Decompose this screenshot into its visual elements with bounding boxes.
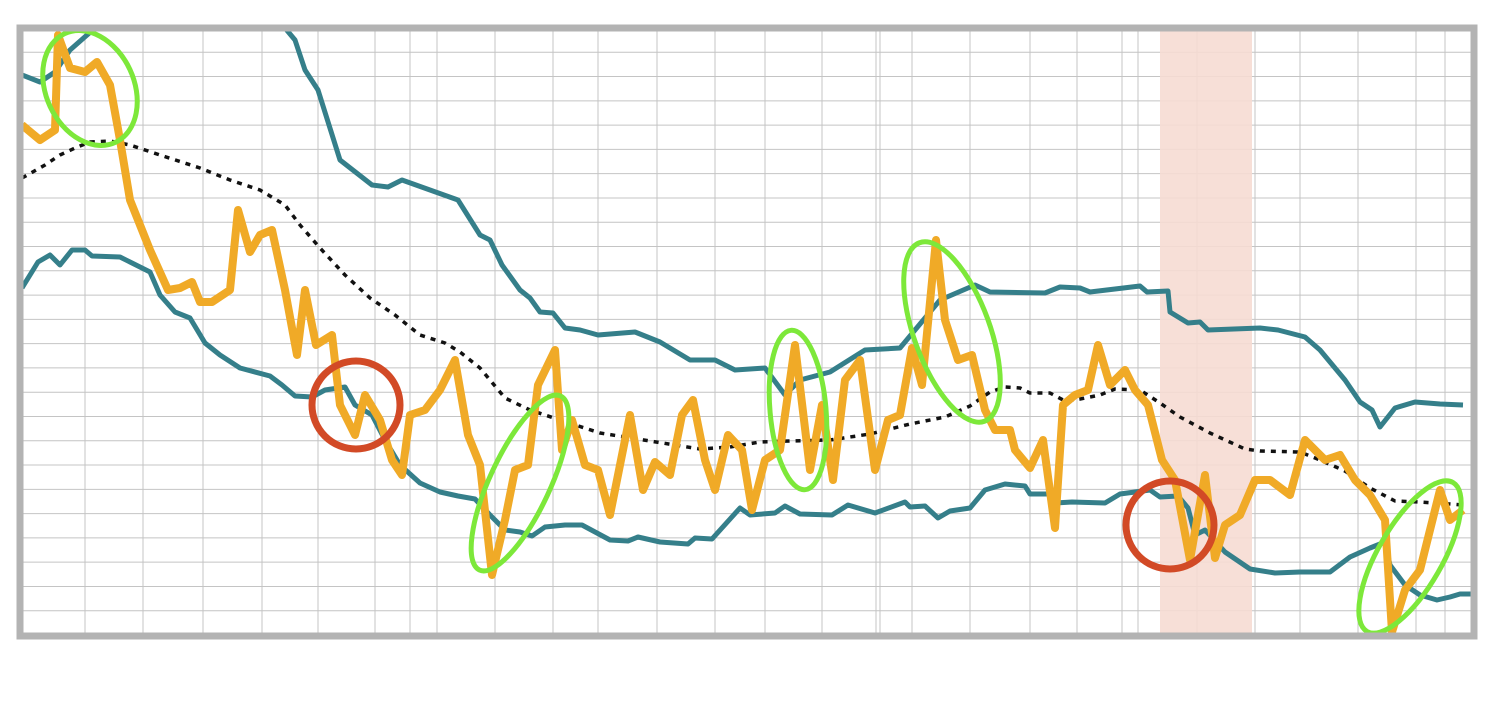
series-line: [22, 31, 1466, 634]
annotations: [40, 28, 1464, 636]
warning-circle: [308, 357, 404, 453]
highlight-ellipse: [901, 239, 1003, 425]
highlight-ellipse: [1356, 478, 1464, 636]
plot-frame: [16, 24, 1478, 640]
highlight-ellipse: [766, 327, 830, 493]
highlight-ellipse: [468, 392, 572, 574]
highlight-ellipse: [40, 28, 140, 148]
warning-circle: [1122, 477, 1218, 573]
